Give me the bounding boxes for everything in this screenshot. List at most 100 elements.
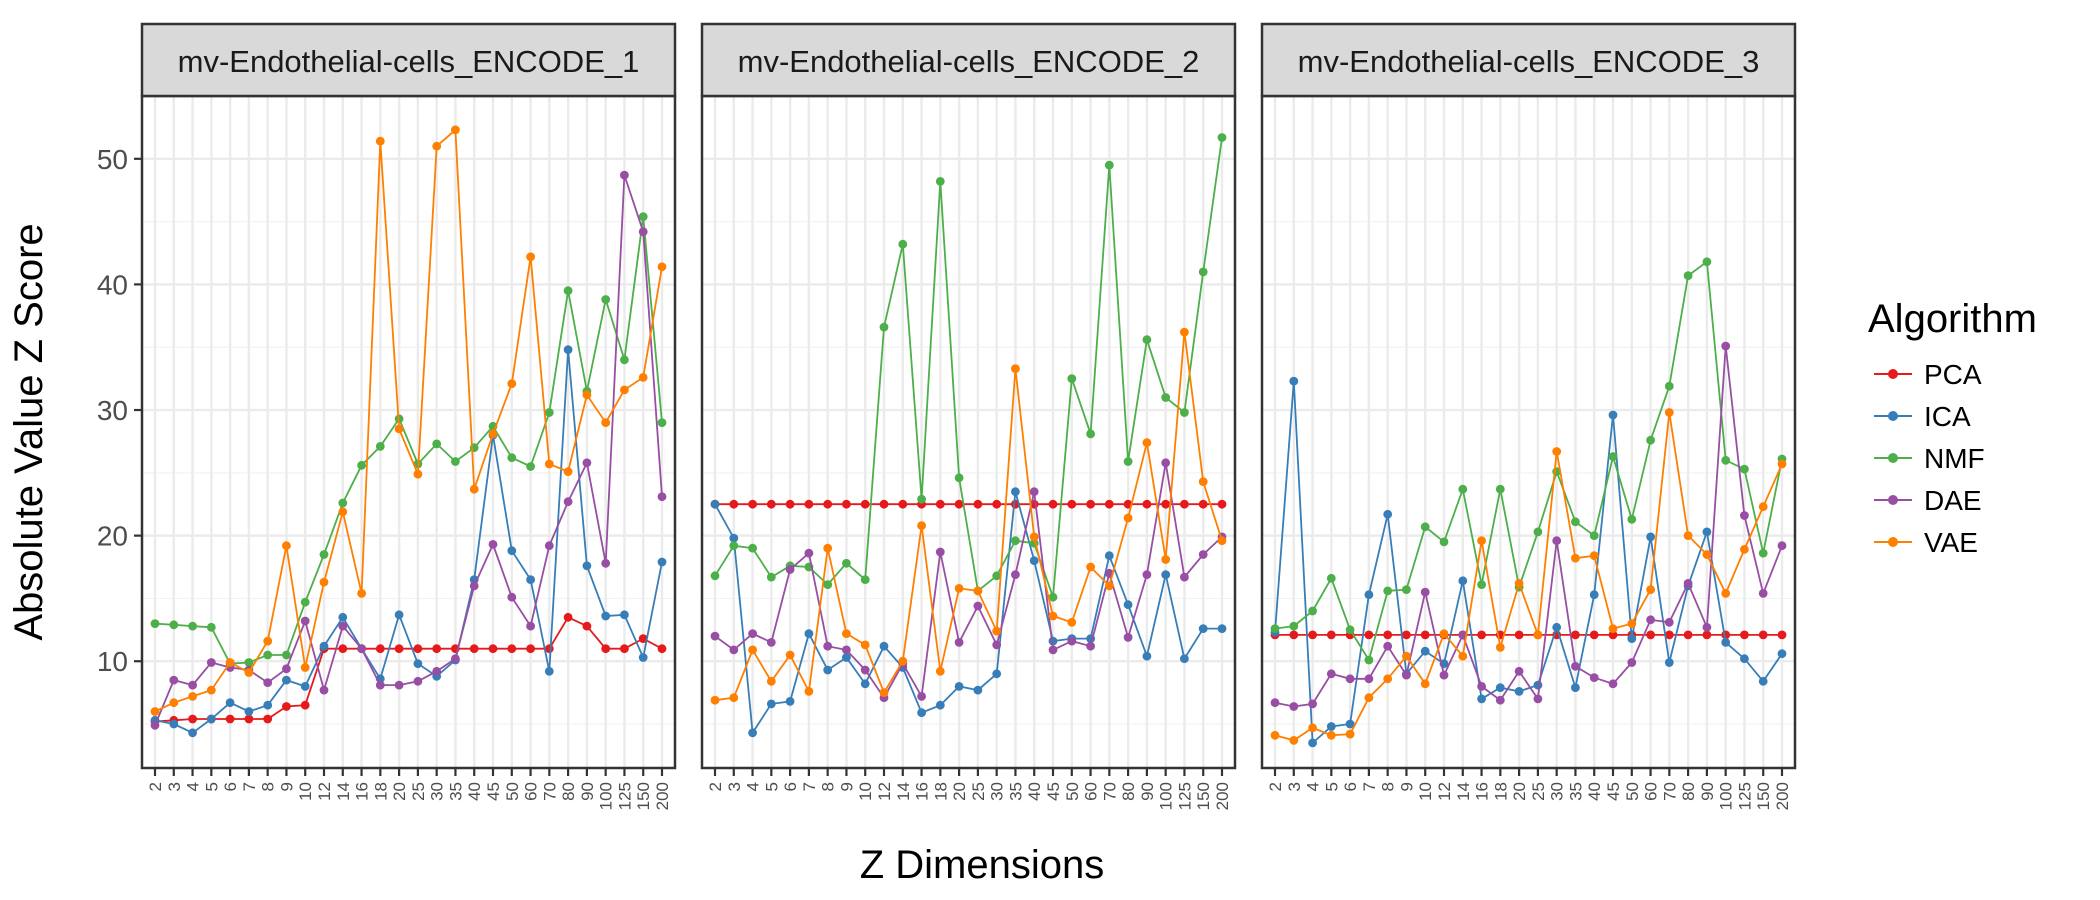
data-point — [804, 548, 814, 558]
y-tick-label: 50 — [97, 144, 128, 175]
x-tick-label: 40 — [465, 782, 484, 801]
data-point — [1289, 621, 1299, 631]
data-point — [507, 546, 517, 556]
series-line-vae — [1274, 412, 1783, 742]
data-point — [563, 345, 573, 355]
data-point — [1721, 589, 1731, 598]
data-point — [1439, 629, 1449, 638]
data-point — [1740, 545, 1749, 554]
data-point — [432, 439, 442, 449]
legend-label: PCA — [1924, 359, 1982, 390]
data-point — [1123, 600, 1133, 610]
data-point — [1198, 477, 1208, 486]
x-tick-label: 60 — [522, 782, 541, 801]
data-point — [1142, 335, 1152, 345]
panel-title: mv-Endothelial-cells_ENCODE_1 — [178, 44, 640, 79]
data-point — [394, 610, 404, 620]
x-tick-label: 2 — [146, 782, 165, 791]
data-point — [1439, 670, 1449, 680]
data-point — [620, 385, 629, 395]
data-point — [1067, 617, 1077, 627]
data-point — [1420, 522, 1430, 532]
data-point — [1420, 587, 1430, 597]
data-point — [375, 680, 385, 690]
panel-1: mv-Endothelial-cells_ENCODE_12 3 4 5 6 7 8 9 10 1… — [140, 22, 677, 810]
data-point — [544, 541, 554, 551]
data-point — [582, 621, 592, 631]
x-tick-label: 60 — [1082, 782, 1101, 801]
data-point — [1217, 624, 1227, 633]
data-point — [1477, 694, 1486, 704]
data-point — [935, 499, 945, 509]
data-point — [785, 697, 795, 706]
series-vae — [150, 125, 667, 716]
x-tick-label: 12 — [875, 782, 894, 801]
legend-key-point — [1888, 537, 1898, 547]
x-tick-label: 3 — [1285, 782, 1304, 791]
data-point — [1608, 679, 1618, 689]
data-point — [1029, 556, 1039, 566]
data-point — [319, 550, 329, 559]
x-tick-label: 10 — [296, 782, 315, 801]
legend-label: ICA — [1924, 401, 1971, 432]
x-tick-label: 40 — [1585, 782, 1604, 801]
data-point — [804, 499, 814, 509]
data-point — [1514, 630, 1524, 640]
legend-item-pca: PCA — [1874, 359, 1982, 390]
legend-item-ica: ICA — [1874, 401, 1971, 432]
data-point — [338, 612, 348, 622]
data-point — [1326, 722, 1336, 731]
data-point — [582, 561, 592, 571]
data-point — [1048, 645, 1058, 655]
x-tick-label: 35 — [1566, 782, 1585, 801]
series-vae — [710, 327, 1227, 705]
data-point — [1364, 655, 1374, 665]
data-point — [860, 640, 870, 650]
data-point — [898, 499, 908, 509]
x-tick-label: 5 — [762, 782, 781, 791]
data-point — [954, 638, 964, 647]
data-point — [375, 136, 385, 146]
legend-item-nmf: NMF — [1874, 443, 1985, 474]
data-point — [1142, 570, 1152, 579]
x-tick-label: 30 — [428, 782, 447, 801]
data-point — [973, 586, 983, 596]
x-tick-label: 3 — [165, 782, 184, 791]
data-point — [1198, 499, 1208, 509]
data-point — [1758, 630, 1768, 640]
data-point — [263, 650, 273, 660]
data-point — [1664, 630, 1674, 640]
data-point — [1104, 160, 1114, 170]
data-point — [1608, 410, 1618, 420]
data-point — [1161, 393, 1171, 402]
data-point — [206, 658, 216, 667]
data-point — [563, 286, 573, 296]
data-point — [282, 675, 291, 685]
x-tick-label: 8 — [259, 782, 278, 791]
x-tick-label: 50 — [503, 782, 522, 801]
data-point — [451, 125, 460, 135]
x-tick-label: 200 — [653, 782, 672, 810]
data-point — [973, 499, 983, 509]
data-point — [1646, 585, 1655, 594]
data-point — [1514, 666, 1524, 676]
data-point — [544, 408, 554, 417]
data-point — [188, 621, 198, 631]
data-point — [1495, 695, 1505, 705]
data-point — [1477, 630, 1486, 640]
data-point — [1571, 630, 1580, 640]
data-point — [1458, 576, 1468, 586]
x-tick-label: 90 — [1698, 782, 1717, 801]
series-line-nmf — [1274, 260, 1783, 663]
data-point — [244, 658, 254, 667]
data-point — [1552, 622, 1562, 632]
data-point — [748, 543, 757, 553]
x-tick-label: 4 — [744, 782, 763, 791]
data-point — [1477, 580, 1486, 589]
data-point — [766, 572, 776, 582]
panel-background — [142, 96, 675, 768]
data-point — [917, 708, 926, 718]
y-tick-label: 40 — [97, 269, 128, 300]
legend-key-point — [1888, 369, 1898, 379]
data-point — [169, 675, 179, 685]
